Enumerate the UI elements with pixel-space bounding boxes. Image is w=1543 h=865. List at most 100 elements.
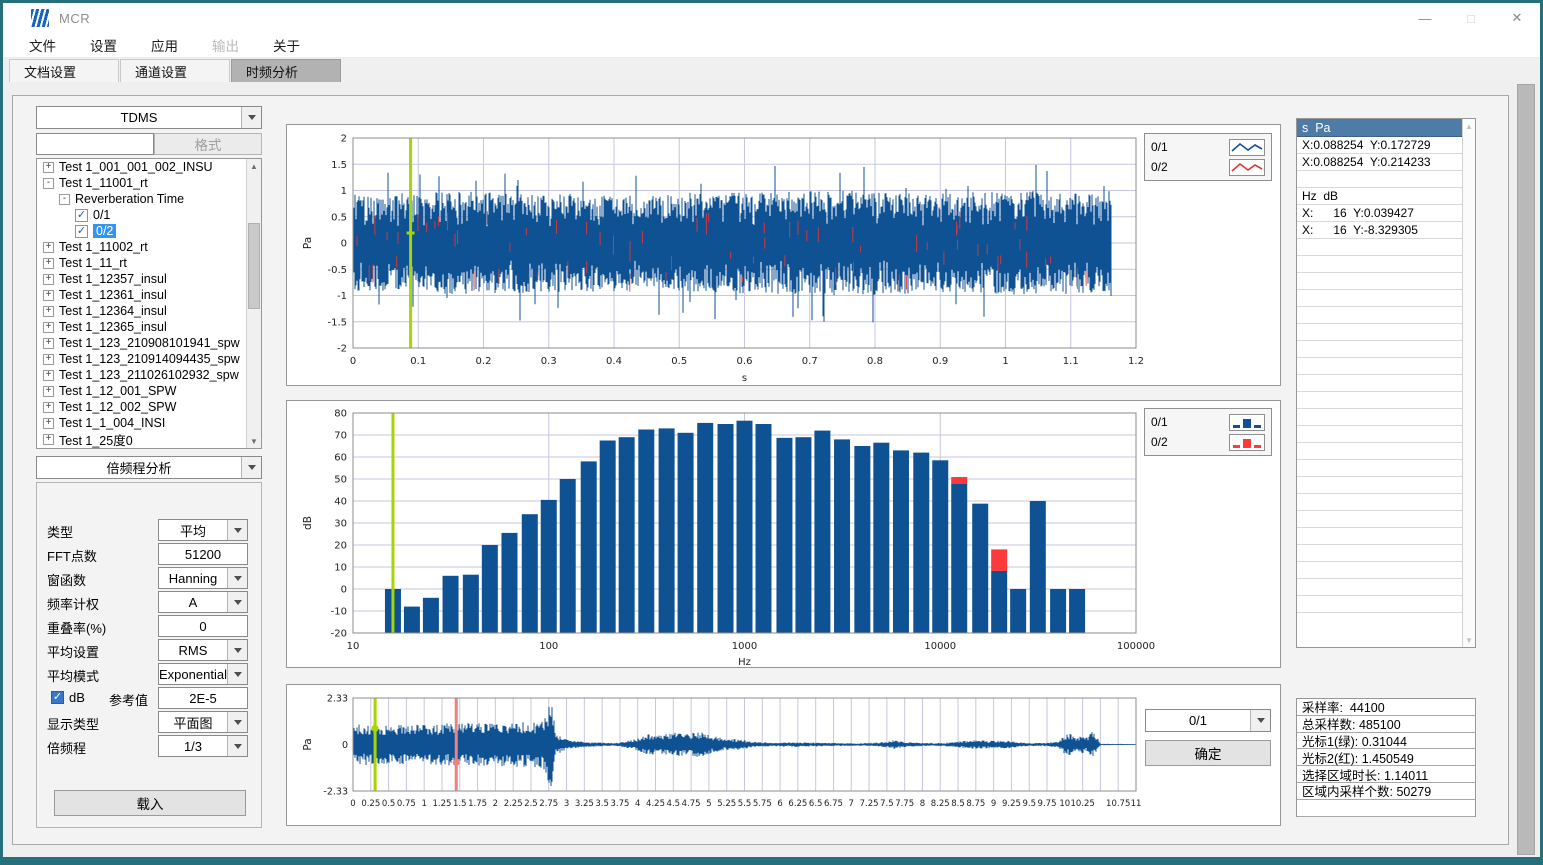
reference-input[interactable]: 2E-5 — [158, 687, 248, 709]
legend-entry[interactable]: 0/1 — [1151, 137, 1265, 157]
form-select-5[interactable]: RMS — [158, 639, 248, 661]
expand-icon[interactable]: + — [43, 418, 54, 429]
scroll-up-icon[interactable]: ▲ — [247, 159, 261, 173]
expand-icon[interactable]: + — [43, 242, 54, 253]
tree-item[interactable]: -Reverberation Time — [37, 191, 261, 207]
tab-channel-settings[interactable]: 通道设置 — [120, 59, 230, 82]
menu-item-about[interactable]: 关于 — [261, 35, 312, 55]
tree-item[interactable]: +Test 1_123_210914094435_spw — [37, 351, 261, 367]
db-checkbox[interactable]: ✓ — [51, 691, 64, 704]
tree-item[interactable]: +Test 1_12365_insul — [37, 319, 261, 335]
format-button[interactable]: 格式 — [154, 133, 262, 155]
tree-item[interactable]: +Test 1_25度0 — [37, 431, 261, 447]
form-select-8[interactable]: 平面图 — [158, 711, 248, 733]
form-select-6[interactable]: Exponential — [158, 663, 248, 685]
channel-select-dropdown[interactable]: 0/1 — [1145, 709, 1271, 732]
svg-text:-1: -1 — [337, 291, 347, 302]
expand-icon[interactable]: + — [43, 322, 54, 333]
close-button[interactable]: ✕ — [1494, 3, 1540, 33]
tree-item[interactable]: +Test 1_12364_insul — [37, 303, 261, 319]
bar-series-icon[interactable] — [1229, 414, 1265, 431]
window-scrollbar[interactable] — [1517, 84, 1535, 855]
menu-item-settings[interactable]: 设置 — [78, 35, 129, 55]
form-select-3[interactable]: A — [158, 591, 248, 613]
tree-item[interactable]: -Test 1_11001_rt — [37, 175, 261, 191]
svg-text:8.5: 8.5 — [951, 799, 965, 809]
tree-item[interactable]: + Test 1_11_rt — [37, 255, 261, 271]
scroll-up-icon[interactable]: ▲ — [1463, 119, 1475, 133]
expand-icon[interactable]: + — [43, 370, 54, 381]
expand-icon[interactable]: + — [43, 274, 54, 285]
tree-item[interactable]: ✓0/2 — [37, 223, 261, 239]
chevron-down-icon[interactable] — [227, 712, 247, 732]
collapse-icon[interactable]: - — [43, 178, 54, 189]
menu-item-file[interactable]: 文件 — [17, 35, 68, 55]
tree-checkbox[interactable]: ✓ — [75, 209, 88, 222]
expand-icon[interactable]: + — [43, 290, 54, 301]
load-button[interactable]: 载入 — [54, 790, 246, 816]
legend-entry[interactable]: 0/2 — [1151, 432, 1265, 452]
chevron-down-icon[interactable] — [227, 520, 247, 540]
legend-entry[interactable]: 0/1 — [1151, 412, 1265, 432]
form-input-4[interactable]: 0 — [158, 615, 248, 637]
tree-scrollbar[interactable]: ▲▼ — [246, 159, 261, 448]
octave-spectrum-plot[interactable]: -20-100102030405060708010100100010000100… — [287, 401, 1280, 667]
legend-entry[interactable]: 0/2 — [1151, 157, 1265, 177]
line-series-icon[interactable] — [1229, 159, 1265, 176]
chevron-down-icon[interactable] — [227, 640, 247, 660]
tree-checkbox[interactable]: ✓ — [75, 225, 88, 238]
chevron-down-icon[interactable] — [227, 592, 247, 612]
chevron-down-icon[interactable] — [227, 736, 247, 756]
tree-item[interactable]: ✓0/1 — [37, 207, 261, 223]
svg-text:7.25: 7.25 — [860, 799, 879, 809]
form-select-2[interactable]: Hanning — [158, 567, 248, 589]
tab-time-freq[interactable]: 时频分析 — [231, 59, 341, 82]
tree-item[interactable]: +Test 1_12357_insul — [37, 271, 261, 287]
scroll-down-icon[interactable]: ▼ — [1463, 633, 1475, 647]
expand-icon[interactable]: + — [43, 354, 54, 365]
scroll-down-icon[interactable]: ▼ — [247, 434, 261, 448]
expand-icon[interactable]: + — [43, 306, 54, 317]
minimize-button[interactable]: — — [1402, 3, 1448, 33]
menu-item-output[interactable]: 输出 — [200, 35, 251, 55]
tree-item[interactable]: +Test 1_12_001_SPW — [37, 383, 261, 399]
analysis-type-dropdown[interactable]: 倍频程分析 — [36, 456, 262, 479]
expand-icon[interactable]: + — [43, 162, 54, 173]
form-select-0[interactable]: 平均 — [158, 519, 248, 541]
tree-item-label: Test 1_11_rt — [59, 256, 127, 270]
menu-item-apply[interactable]: 应用 — [139, 35, 190, 55]
chevron-down-icon[interactable] — [241, 107, 261, 128]
svg-text:0.75: 0.75 — [397, 799, 416, 809]
expand-icon[interactable]: + — [43, 386, 54, 397]
tree-item[interactable]: +Test 1_12_002_SPW — [37, 399, 261, 415]
time-waveform-plot[interactable]: 00.10.20.30.40.50.60.70.80.911.11.2-2-1.… — [287, 125, 1280, 385]
collapse-icon[interactable]: - — [59, 194, 70, 205]
tree-item[interactable]: +Test 1_123_210908101941_spw — [37, 335, 261, 351]
line-series-icon[interactable] — [1229, 139, 1265, 156]
bar-series-icon[interactable] — [1229, 434, 1265, 451]
file-format-dropdown[interactable]: TDMS — [36, 106, 262, 129]
chevron-down-icon[interactable] — [227, 664, 247, 684]
cursor-list-scrollbar[interactable]: ▲▼ — [1462, 119, 1475, 647]
expand-icon[interactable]: + — [43, 434, 54, 445]
tab-doc-settings[interactable]: 文档设置 — [9, 59, 119, 82]
tree-item[interactable]: +Test 1_12361_insul — [37, 287, 261, 303]
format-input[interactable] — [36, 133, 154, 155]
tree-item[interactable]: +Test 1_001_001_002_INSU — [37, 159, 261, 175]
chevron-down-icon[interactable] — [227, 568, 247, 588]
select-value: Hanning — [159, 568, 227, 588]
scroll-thumb[interactable] — [248, 223, 260, 309]
chevron-down-icon[interactable] — [241, 457, 261, 478]
form-select-9[interactable]: 1/3 — [158, 735, 248, 757]
overview-waveform-plot[interactable]: 00.250.50.7511.251.51.7522.252.52.7533.2… — [287, 685, 1280, 825]
confirm-button[interactable]: 确定 — [1145, 740, 1271, 766]
tree-item[interactable]: +Test 1_11002_rt — [37, 239, 261, 255]
maximize-button[interactable]: □ — [1448, 3, 1494, 33]
expand-icon[interactable]: + — [43, 338, 54, 349]
chevron-down-icon[interactable] — [1250, 710, 1270, 731]
expand-icon[interactable]: + — [43, 258, 54, 269]
expand-icon[interactable]: + — [43, 402, 54, 413]
form-input-1[interactable]: 51200 — [158, 543, 248, 565]
time-waveform-legend: 0/10/2 — [1144, 133, 1272, 181]
tree-item[interactable]: +Test 1_123_211026102932_spw — [37, 367, 261, 383]
